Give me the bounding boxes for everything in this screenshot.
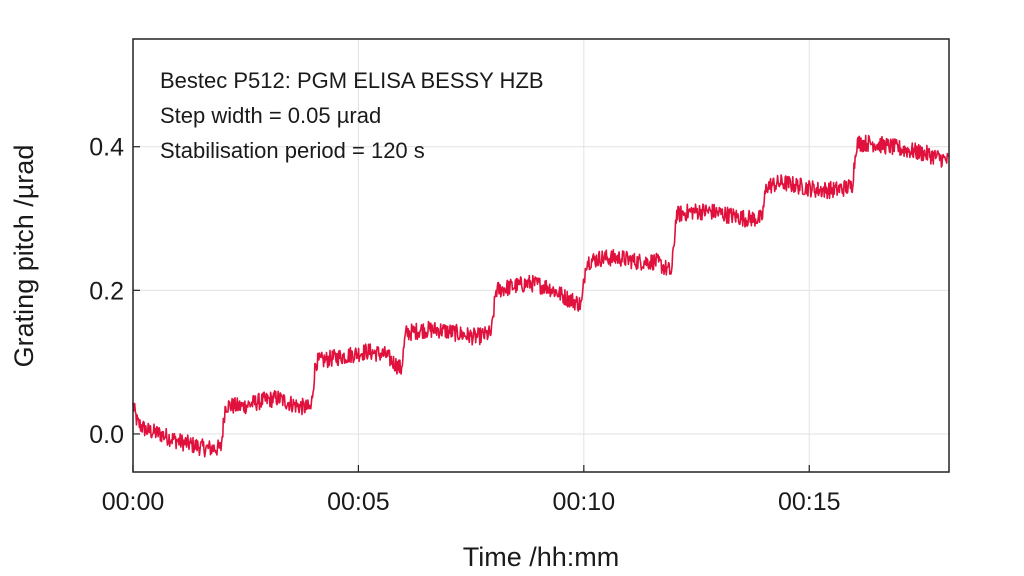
annotation-box: Bestec P512: PGM ELISA BESSY HZB Step wi… [160, 68, 544, 163]
y-tick-label: 0.0 [89, 421, 124, 449]
y-tick-label: 0.2 [89, 277, 124, 305]
annotation-line-3: Stabilisation period = 120 s [160, 138, 425, 163]
axis-ticks: 00:00 00:05 00:10 00:15 0.0 0.2 0.4 [89, 134, 840, 516]
annotation-line-2: Step width = 0.05 µrad [160, 103, 381, 128]
y-axis-label: Grating pitch /µrad [9, 145, 39, 368]
x-tick-label: 00:00 [102, 488, 165, 516]
y-tick-label: 0.4 [89, 134, 124, 162]
annotation-line-1: Bestec P512: PGM ELISA BESSY HZB [160, 68, 544, 93]
x-tick-label: 00:10 [553, 488, 616, 516]
series-line [132, 134, 950, 458]
plot-frame [132, 38, 950, 473]
x-tick-label: 00:15 [778, 488, 841, 516]
x-axis-label: Time /hh:mm [463, 542, 620, 572]
x-tick-label: 00:05 [327, 488, 390, 516]
